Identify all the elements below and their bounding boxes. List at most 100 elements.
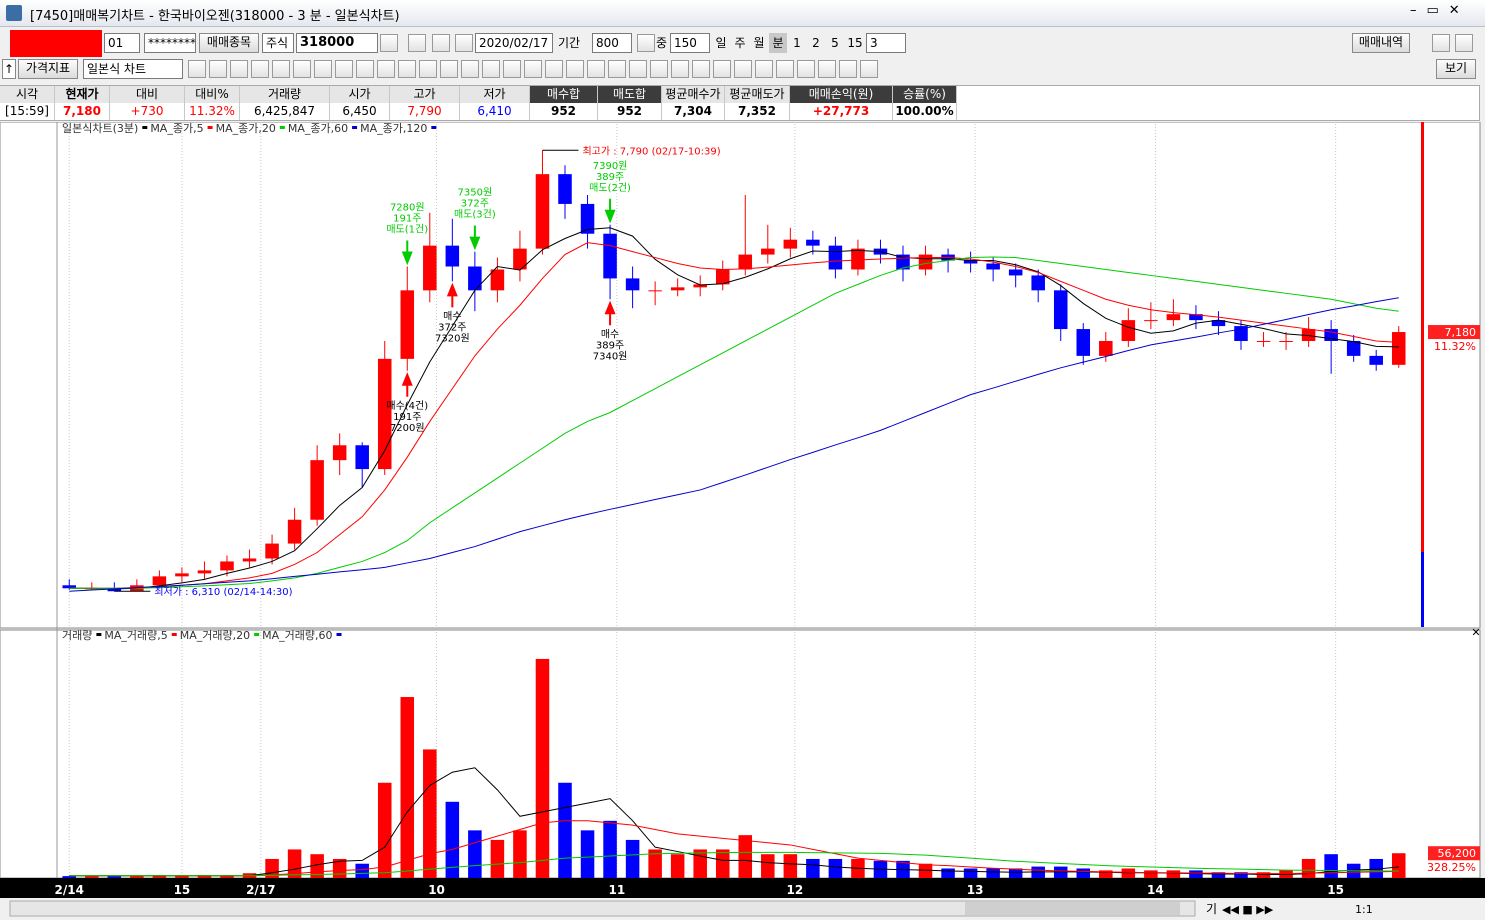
password-field[interactable]: ******** (144, 33, 196, 53)
candle-body (332, 445, 347, 461)
history-button[interactable]: 매매내역 (1352, 33, 1410, 53)
tool-icon[interactable] (408, 34, 426, 52)
candle-body (1189, 314, 1203, 321)
draw-tool[interactable] (839, 60, 857, 78)
view-button[interactable]: 보기 (1436, 59, 1476, 79)
draw-tool[interactable] (461, 60, 479, 78)
period-field[interactable]: 800 (592, 33, 632, 53)
draw-tool[interactable] (482, 60, 500, 78)
window-controls[interactable]: –▭✕ (1410, 3, 1470, 18)
candle-body (1008, 269, 1023, 276)
draw-tool[interactable] (566, 60, 584, 78)
legend-swatch (431, 126, 437, 129)
draw-tool[interactable] (608, 60, 626, 78)
table-value: 7,352 (725, 103, 790, 120)
table-header: 매수합 (530, 86, 598, 103)
candle-body (445, 245, 460, 267)
draw-tool[interactable] (545, 60, 563, 78)
draw-tool[interactable] (713, 60, 731, 78)
account-combo[interactable]: 01 (104, 33, 140, 53)
draw-tool[interactable] (377, 60, 395, 78)
volume-bar (1099, 870, 1113, 878)
interval-button[interactable]: 일 (715, 36, 727, 50)
tool-icon[interactable] (432, 34, 450, 52)
draw-tool[interactable] (272, 60, 290, 78)
table-value: 952 (598, 103, 662, 120)
interval-button[interactable]: 월 (753, 36, 765, 50)
candle-body (806, 239, 820, 246)
tool-icon[interactable] (1432, 34, 1450, 52)
table-value: 7,304 (662, 103, 725, 120)
interval-button[interactable]: 분 (769, 33, 787, 53)
draw-tool[interactable] (503, 60, 521, 78)
tool-icon[interactable] (1455, 34, 1473, 52)
playback-controls[interactable]: ◀◀ ■ ▶▶ (1222, 903, 1274, 916)
draw-tool[interactable] (818, 60, 836, 78)
tool-icon[interactable] (455, 34, 473, 52)
tool-icon[interactable] (380, 34, 398, 52)
draw-tool[interactable] (293, 60, 311, 78)
x-tick-label: 10 (428, 883, 445, 897)
draw-tool[interactable] (209, 60, 227, 78)
draw-tool[interactable] (650, 60, 668, 78)
draw-tool[interactable] (440, 60, 458, 78)
draw-tool[interactable] (230, 60, 248, 78)
scroll-thumb[interactable] (965, 902, 1180, 915)
indicator-button[interactable]: 가격지표 (18, 59, 78, 79)
draw-tool[interactable] (860, 60, 878, 78)
draw-tool[interactable] (314, 60, 332, 78)
draw-tool[interactable] (671, 60, 689, 78)
draw-tool[interactable] (251, 60, 269, 78)
draw-tool[interactable] (356, 60, 374, 78)
draw-tool[interactable] (188, 60, 206, 78)
draw-tool[interactable] (524, 60, 542, 78)
draw-tool[interactable] (692, 60, 710, 78)
interval-combo[interactable]: 3 (866, 33, 906, 53)
scrollbar[interactable] (9, 900, 1196, 917)
mid-field[interactable]: 150 (670, 33, 710, 53)
draw-tool[interactable] (629, 60, 647, 78)
buy-arrow (604, 300, 616, 326)
draw-tool[interactable] (335, 60, 353, 78)
market-combo[interactable]: 주식 (262, 33, 294, 53)
current-box (1428, 846, 1480, 861)
table-header: 저가 (460, 86, 530, 103)
table-value: 7,790 (390, 103, 460, 120)
draw-tool[interactable] (755, 60, 773, 78)
interval-button[interactable]: 1 (793, 36, 801, 50)
legend-entry: MA_거래량,5 (104, 629, 167, 642)
draw-tool[interactable] (776, 60, 794, 78)
stock-button[interactable]: 매매종목 (199, 33, 259, 53)
candle-body (377, 358, 392, 470)
code-combo[interactable]: 318000 (296, 33, 378, 53)
status-button[interactable]: 기 (1206, 902, 1217, 916)
candle-body (197, 570, 212, 574)
up-button[interactable]: ↑ (2, 59, 16, 79)
draw-tool[interactable] (398, 60, 416, 78)
table-value: [15:59] (0, 103, 55, 120)
interval-button[interactable]: 5 (831, 36, 839, 50)
table-header: 평균매수가 (662, 86, 725, 103)
current-box (1428, 325, 1480, 340)
chart-type-combo[interactable]: 일본식 차트 (83, 59, 183, 79)
date-field[interactable]: 2020/02/17 (475, 33, 553, 53)
volume-bar (1189, 870, 1203, 878)
candle-body (1121, 320, 1136, 341)
interval-button[interactable]: 주 (734, 36, 746, 50)
interval-button[interactable]: 2 (812, 36, 820, 50)
interval-button[interactable]: 15 (847, 36, 863, 50)
status-button[interactable]: 1:1 (1355, 903, 1373, 916)
table-value: 6,410 (460, 103, 530, 120)
volume-bar (1166, 870, 1181, 878)
tool-icon[interactable] (637, 34, 655, 52)
close-panel[interactable]: ✕ (1471, 626, 1480, 639)
candle-body (738, 254, 753, 270)
table-value: 11.32% (185, 103, 240, 120)
volume-bar (1391, 853, 1406, 878)
draw-tool[interactable] (734, 60, 752, 78)
draw-tool[interactable] (419, 60, 437, 78)
table-header: 거래량 (240, 86, 330, 103)
draw-tool[interactable] (587, 60, 605, 78)
draw-tool[interactable] (797, 60, 815, 78)
volume-bar (941, 868, 955, 878)
